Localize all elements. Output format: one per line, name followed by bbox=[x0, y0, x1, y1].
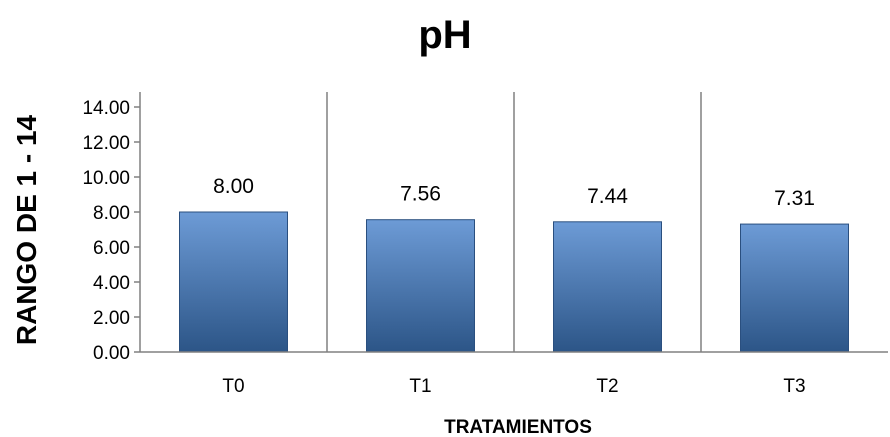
y-tick-label: 12.00 bbox=[82, 133, 130, 154]
plot-area: 0.00 2.00 4.00 6.00 8.00 10.00 12.00 14.00 8.00 T… bbox=[82, 92, 888, 397]
bar-t1 bbox=[366, 219, 475, 353]
chart-title: pH bbox=[418, 13, 471, 57]
data-label: 7.56 bbox=[400, 183, 441, 206]
bar-t3 bbox=[740, 223, 849, 353]
y-tick-label: 0.00 bbox=[93, 343, 130, 364]
x-tick-label: T3 bbox=[783, 376, 805, 397]
x-tick-label: T2 bbox=[596, 376, 618, 397]
y-axis-label: RANGO DE 1 - 14 bbox=[11, 114, 42, 345]
y-tick-label: 4.00 bbox=[93, 273, 130, 294]
data-label: 8.00 bbox=[213, 175, 254, 198]
x-tick-label: T0 bbox=[222, 376, 244, 397]
y-tick-label: 10.00 bbox=[82, 168, 130, 189]
data-label: 7.44 bbox=[587, 185, 628, 208]
y-tick-label: 14.00 bbox=[82, 98, 130, 119]
y-tick-label: 8.00 bbox=[93, 203, 130, 224]
bar-t0 bbox=[179, 211, 288, 353]
data-label: 7.31 bbox=[774, 187, 815, 210]
bar-t2 bbox=[553, 221, 662, 353]
x-axis-label: TRATAMIENTOS bbox=[444, 417, 592, 437]
y-tick-label: 2.00 bbox=[93, 308, 130, 329]
y-tick-label: 6.00 bbox=[93, 238, 130, 259]
x-tick-label: T1 bbox=[409, 376, 431, 397]
